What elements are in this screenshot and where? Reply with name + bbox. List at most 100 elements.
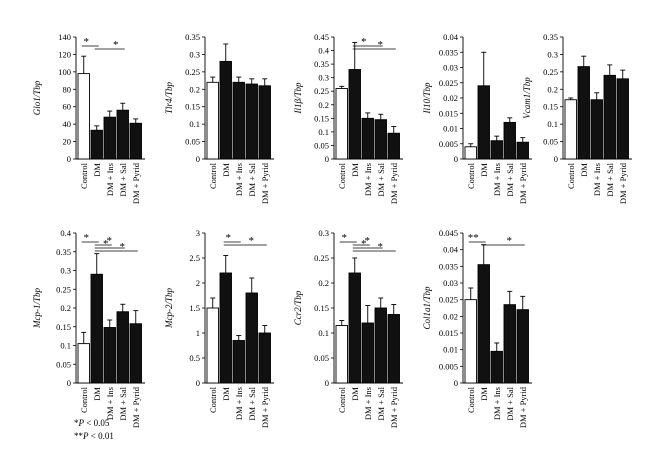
y-tick-label: 0.1 bbox=[547, 119, 558, 129]
y-tick-label: 0.25 bbox=[543, 67, 558, 77]
significance-marker: * bbox=[103, 238, 109, 250]
category-label: DM + Sal bbox=[605, 162, 615, 196]
category-label: Control bbox=[337, 386, 347, 413]
y-tick-label: 2.5 bbox=[189, 253, 200, 263]
y-tick-label: 0.25 bbox=[314, 253, 329, 263]
category-label: DM + Ins bbox=[592, 163, 602, 196]
y-tick-label: 0.045 bbox=[439, 228, 458, 238]
bar-dm-pyrid bbox=[258, 332, 271, 384]
y-tick-label: 0 bbox=[554, 154, 558, 164]
bar-dm-pyrid bbox=[129, 122, 142, 160]
category-label: DM bbox=[221, 163, 231, 177]
y-tick-label: 1.5 bbox=[189, 303, 200, 313]
y-tick-label: 0.025 bbox=[439, 78, 458, 88]
y-tick-label: 0.035 bbox=[439, 47, 458, 57]
significance-marker: * bbox=[361, 36, 367, 48]
y-tick-label: 0.03 bbox=[443, 63, 458, 73]
legend-p-1: P bbox=[78, 418, 85, 428]
bar-dm bbox=[577, 66, 590, 160]
category-label: DM + Sal bbox=[376, 386, 386, 420]
bar-dm-sal bbox=[116, 311, 129, 384]
category-label: DM + Sal bbox=[247, 162, 257, 196]
y-tick-label: 140 bbox=[58, 32, 71, 42]
y-tick-label: 1 bbox=[196, 328, 200, 338]
y-axis-label: Il1β/Tbp bbox=[293, 82, 303, 114]
bar-dm-sal bbox=[374, 119, 387, 160]
significance-marker: * bbox=[507, 235, 513, 247]
category-label: DM bbox=[221, 387, 231, 401]
y-tick-label: 0.015 bbox=[439, 108, 458, 118]
bar-dm-pyrid bbox=[387, 314, 400, 384]
y-tick-label: 0.05 bbox=[314, 140, 329, 150]
y-tick-label: 0.25 bbox=[56, 284, 71, 294]
significance-marker: * bbox=[120, 241, 126, 253]
y-tick-label: 0.35 bbox=[185, 32, 200, 42]
bar-dm-sal bbox=[116, 109, 129, 160]
category-label: DM + Ins bbox=[105, 163, 115, 196]
significance-marker: * bbox=[249, 235, 255, 247]
y-tick-label: 0.25 bbox=[185, 67, 200, 77]
bar-dm-ins bbox=[232, 340, 245, 384]
y-tick-label: 0.1 bbox=[189, 119, 200, 129]
y-tick-label: 0.2 bbox=[189, 84, 200, 94]
y-tick-label: 60 bbox=[63, 102, 72, 112]
y-axis-label: Tlr4/Tbp bbox=[164, 81, 174, 114]
bar-dm-ins bbox=[490, 350, 503, 384]
bar-dm-pyrid bbox=[516, 309, 529, 384]
y-tick-label: 0.05 bbox=[314, 353, 329, 363]
y-tick-label: 0.05 bbox=[543, 137, 558, 147]
legend-p-2: P bbox=[83, 431, 89, 441]
y-axis-label: Vcam1/Tbp bbox=[522, 77, 532, 119]
y-tick-label: 0.35 bbox=[56, 247, 71, 257]
category-label: Control bbox=[79, 386, 89, 413]
y-tick-label: 0.035 bbox=[439, 261, 458, 271]
y-tick-label: 0.3 bbox=[318, 228, 329, 238]
bar-control bbox=[335, 325, 348, 384]
y-tick-label: 0.04 bbox=[443, 245, 459, 255]
y-tick-label: 0.01 bbox=[443, 345, 458, 355]
bar-control bbox=[464, 146, 477, 160]
y-tick-label: 0.2 bbox=[547, 84, 558, 94]
significance-marker: * bbox=[113, 39, 119, 51]
significance-marker: * bbox=[342, 232, 348, 244]
y-tick-label: 20 bbox=[63, 137, 72, 147]
y-tick-label: 0.1 bbox=[318, 127, 329, 137]
y-tick-label: 0 bbox=[325, 378, 329, 388]
significance-marker: * bbox=[361, 238, 367, 250]
category-label: Control bbox=[208, 386, 218, 413]
bar-control bbox=[464, 299, 477, 384]
legend-threshold-2: < 0.01 bbox=[88, 431, 114, 441]
y-tick-label: 0.15 bbox=[314, 113, 329, 123]
bar-dm-pyrid bbox=[516, 141, 529, 160]
y-tick-label: 2 bbox=[196, 278, 200, 288]
bar-dm bbox=[90, 273, 103, 384]
category-label: DM bbox=[479, 387, 489, 401]
y-tick-label: 0.35 bbox=[314, 59, 329, 69]
y-tick-label: 0.4 bbox=[318, 46, 329, 56]
y-tick-label: 0.04 bbox=[443, 32, 459, 42]
legend-stars-1: * bbox=[74, 418, 79, 428]
category-label: Control bbox=[466, 386, 476, 413]
bar-dm bbox=[477, 264, 490, 384]
category-label: DM + Sal bbox=[247, 386, 257, 420]
category-label: DM + Pyrid bbox=[518, 386, 528, 428]
y-tick-label: 0.01 bbox=[443, 124, 458, 134]
significance-marker: * bbox=[226, 232, 232, 244]
y-tick-label: 0 bbox=[454, 378, 458, 388]
bar-dm bbox=[90, 129, 103, 160]
significance-marker: ** bbox=[468, 232, 479, 244]
bar-dm-ins bbox=[361, 322, 374, 384]
category-label: DM + Pyrid bbox=[260, 386, 270, 428]
category-label: Control bbox=[466, 162, 476, 189]
bar-dm-ins bbox=[590, 99, 603, 160]
category-label: DM + Pyrid bbox=[131, 162, 141, 204]
bar-dm bbox=[219, 60, 232, 160]
y-tick-label: 120 bbox=[58, 49, 71, 59]
y-tick-label: 0.5 bbox=[189, 353, 200, 363]
category-label: DM + Pyrid bbox=[389, 162, 399, 204]
bar-control bbox=[564, 99, 577, 160]
bar-dm-ins bbox=[103, 116, 116, 160]
category-label: DM + Ins bbox=[492, 163, 502, 196]
y-axis-label: Ccr2/Tbp bbox=[293, 290, 303, 325]
bar-dm bbox=[348, 69, 361, 160]
